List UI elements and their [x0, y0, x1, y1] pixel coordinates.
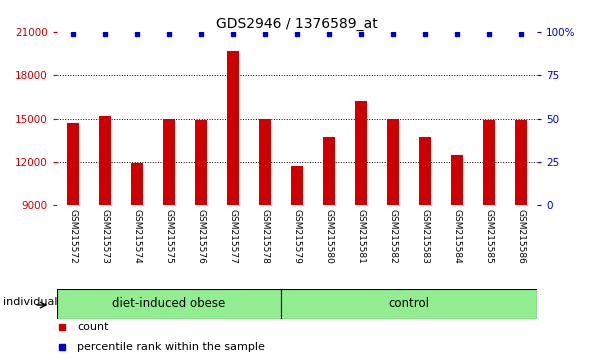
Title: GDS2946 / 1376589_at: GDS2946 / 1376589_at [216, 17, 378, 31]
Text: GSM215585: GSM215585 [485, 209, 493, 264]
Text: GSM215579: GSM215579 [293, 209, 302, 264]
Bar [281, 289, 537, 319]
Text: GSM215574: GSM215574 [133, 209, 142, 264]
Text: GSM215572: GSM215572 [68, 209, 77, 264]
Bar [451, 155, 463, 205]
Text: GSM215577: GSM215577 [229, 209, 238, 264]
Bar [131, 164, 143, 205]
Bar [163, 119, 175, 205]
Text: GSM215583: GSM215583 [421, 209, 430, 264]
Bar [100, 116, 110, 205]
Text: GSM215586: GSM215586 [517, 209, 526, 264]
Text: count: count [77, 322, 109, 332]
Text: diet-induced obese: diet-induced obese [112, 297, 226, 310]
Text: GSM215576: GSM215576 [197, 209, 205, 264]
Bar [419, 137, 431, 205]
Text: GSM215580: GSM215580 [325, 209, 334, 264]
Bar [259, 119, 271, 205]
Text: GSM215584: GSM215584 [452, 209, 461, 264]
Text: GSM215575: GSM215575 [164, 209, 173, 264]
Bar [323, 137, 335, 205]
Bar [67, 123, 79, 205]
Text: GSM215578: GSM215578 [260, 209, 269, 264]
Text: GSM215582: GSM215582 [389, 209, 398, 264]
Bar [57, 289, 281, 319]
Text: percentile rank within the sample: percentile rank within the sample [77, 342, 265, 352]
Text: individual: individual [3, 297, 58, 307]
Text: GSM215581: GSM215581 [356, 209, 365, 264]
Bar [227, 51, 239, 205]
Text: GSM215573: GSM215573 [101, 209, 110, 264]
Bar [388, 119, 398, 205]
Bar [515, 120, 527, 205]
Text: control: control [389, 297, 430, 310]
Bar [292, 166, 302, 205]
Bar [484, 120, 494, 205]
Bar [196, 120, 206, 205]
Bar [355, 101, 367, 205]
